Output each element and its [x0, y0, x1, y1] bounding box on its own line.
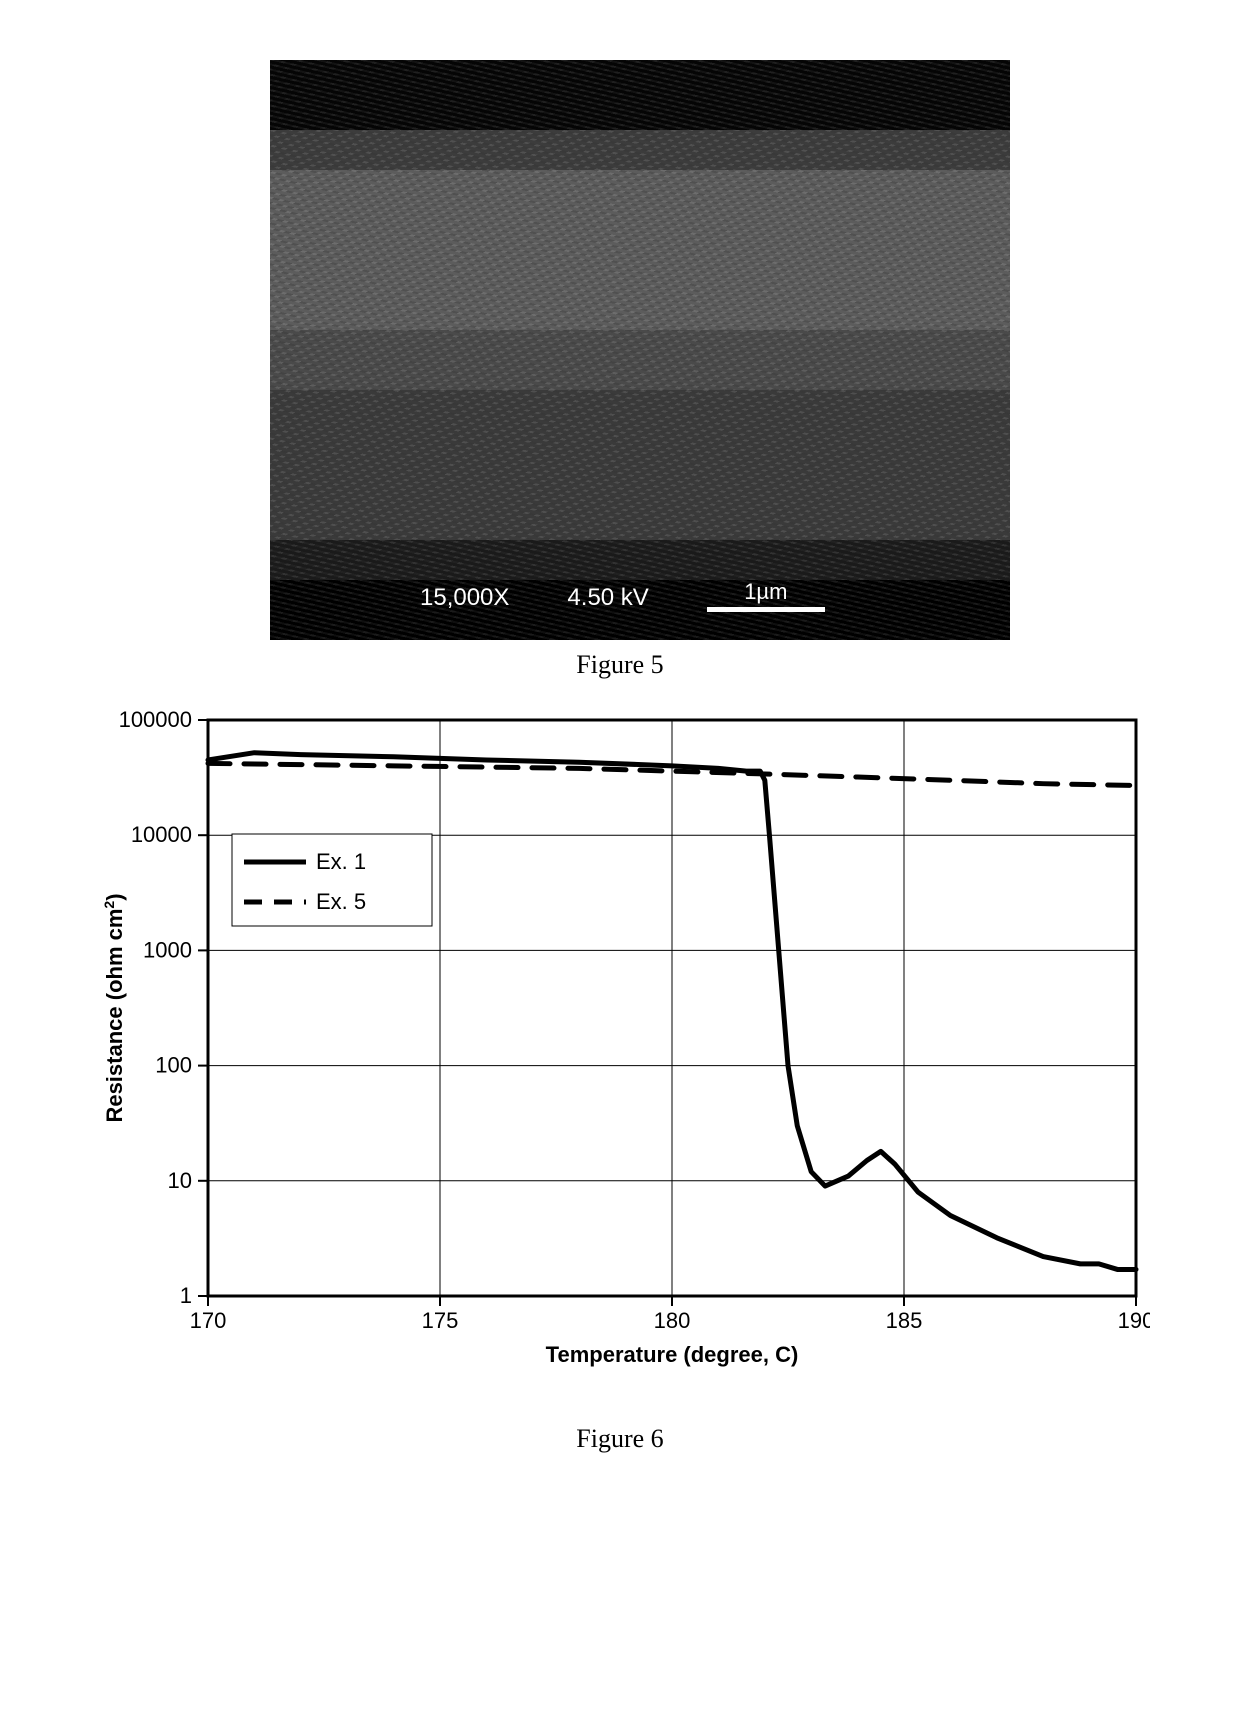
- figure-6-caption: Figure 6: [576, 1424, 663, 1454]
- svg-text:190: 190: [1118, 1308, 1150, 1333]
- sem-scalebar: 1µm: [707, 579, 825, 612]
- figure-5-block: 15,000X 4.50 kV 1µm Figure 5: [90, 60, 1150, 680]
- svg-text:175: 175: [422, 1308, 459, 1333]
- svg-text:Temperature (degree, C): Temperature (degree, C): [546, 1342, 799, 1367]
- svg-text:100000: 100000: [119, 707, 192, 732]
- sem-voltage: 4.50 kV: [567, 584, 648, 612]
- sem-micrograph: 15,000X 4.50 kV 1µm: [270, 60, 1010, 640]
- svg-text:Resistance (ohm cm2): Resistance (ohm cm2): [101, 893, 127, 1122]
- svg-text:Ex. 1: Ex. 1: [316, 849, 366, 874]
- sem-image-container: 15,000X 4.50 kV 1µm: [270, 60, 1010, 640]
- figure-6-block: 170 175 180 185 190 1 10 100 1000 10000 100000 Temp…: [90, 680, 1150, 1454]
- svg-text:1: 1: [180, 1283, 192, 1308]
- svg-text:170: 170: [190, 1308, 227, 1333]
- resistance-vs-temperature-chart: 170 175 180 185 190 1 10 100 1000 10000 100000 Temp…: [90, 702, 1150, 1382]
- sem-info-bar: 15,000X 4.50 kV 1µm: [420, 579, 970, 612]
- figure-5-caption: Figure 5: [576, 650, 663, 680]
- svg-text:180: 180: [654, 1308, 691, 1333]
- resistance-chart-container: 170 175 180 185 190 1 10 100 1000 10000 100000 Temp…: [90, 702, 1150, 1382]
- sem-scale-label: 1µm: [744, 579, 787, 605]
- svg-text:10: 10: [168, 1168, 192, 1193]
- svg-text:185: 185: [886, 1308, 923, 1333]
- svg-text:1000: 1000: [143, 937, 192, 962]
- svg-text:Ex. 5: Ex. 5: [316, 889, 366, 914]
- sem-magnification: 15,000X: [420, 584, 509, 612]
- svg-text:100: 100: [155, 1053, 192, 1078]
- svg-text:10000: 10000: [131, 822, 192, 847]
- sem-scale-bar-line: [707, 607, 825, 612]
